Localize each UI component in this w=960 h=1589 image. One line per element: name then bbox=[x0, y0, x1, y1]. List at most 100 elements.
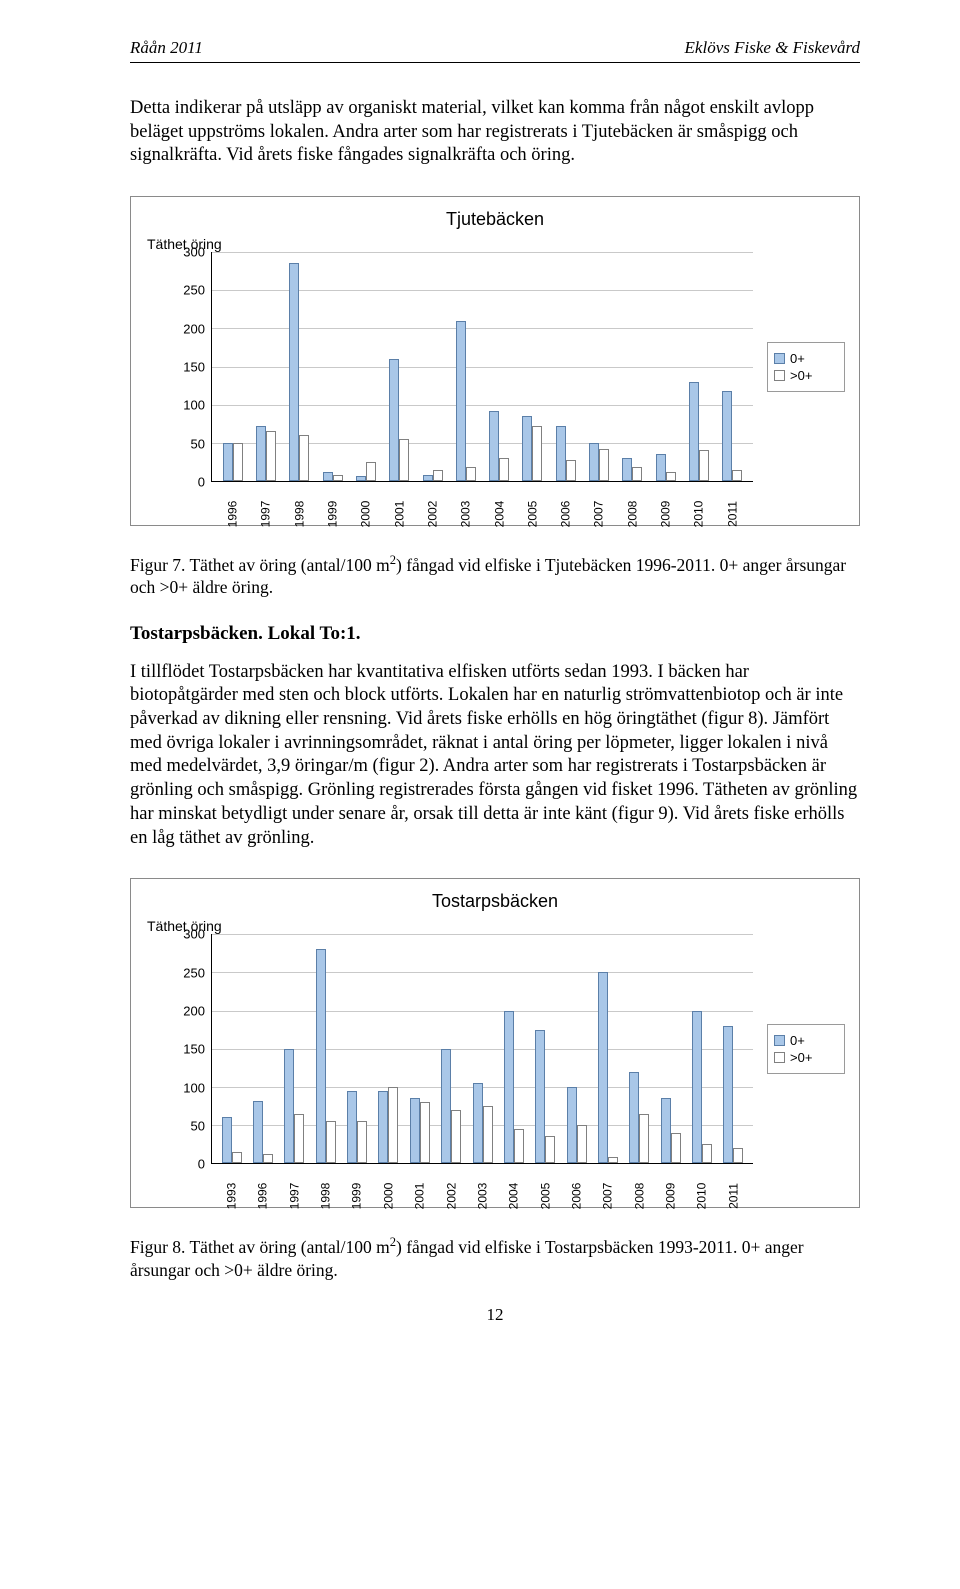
year-group bbox=[483, 252, 516, 481]
bar-gt0plus bbox=[420, 1102, 430, 1163]
bar-gt0plus bbox=[266, 431, 276, 481]
bar-0plus bbox=[222, 1117, 232, 1163]
bar-gt0plus bbox=[532, 426, 542, 481]
x-tick: 2004 bbox=[507, 1180, 521, 1211]
year-group bbox=[530, 934, 561, 1163]
bar-gt0plus bbox=[499, 458, 509, 481]
bar-gt0plus bbox=[357, 1121, 367, 1163]
legend-label-0plus: 0+ bbox=[790, 351, 805, 366]
y-tick: 100 bbox=[183, 1080, 205, 1095]
year-group bbox=[247, 934, 278, 1163]
bar-gt0plus bbox=[599, 449, 609, 481]
bar-gt0plus bbox=[299, 435, 309, 481]
header-left: Råån 2011 bbox=[130, 38, 203, 58]
y-tick: 300 bbox=[183, 927, 205, 942]
year-group bbox=[310, 934, 341, 1163]
x-tick: 1996 bbox=[256, 1180, 270, 1211]
x-tick: 1998 bbox=[292, 497, 306, 530]
x-tick: 2005 bbox=[525, 497, 539, 530]
year-group bbox=[279, 934, 310, 1163]
year-group bbox=[498, 934, 529, 1163]
year-group bbox=[649, 252, 682, 481]
x-tick: 1999 bbox=[350, 1180, 364, 1211]
y-tick: 200 bbox=[183, 321, 205, 336]
x-tick: 2004 bbox=[492, 497, 506, 530]
bar-gt0plus bbox=[466, 467, 476, 481]
figure8-caption: Figur 8. Täthet av öring (antal/100 m2) … bbox=[130, 1236, 860, 1281]
year-group bbox=[624, 934, 655, 1163]
legend-label-gt0: >0+ bbox=[790, 368, 812, 383]
bar-0plus bbox=[656, 454, 666, 481]
bar-gt0plus bbox=[702, 1144, 712, 1163]
x-tick: 2000 bbox=[359, 497, 373, 530]
y-tick: 0 bbox=[198, 1157, 205, 1172]
x-tick: 2001 bbox=[392, 497, 406, 530]
year-group bbox=[349, 252, 382, 481]
year-group bbox=[592, 934, 623, 1163]
year-group bbox=[655, 934, 686, 1163]
x-tick: 1996 bbox=[226, 497, 240, 530]
x-tick: 1999 bbox=[326, 497, 340, 530]
page-number: 12 bbox=[130, 1305, 860, 1325]
y-tick: 100 bbox=[183, 398, 205, 413]
year-group bbox=[316, 252, 349, 481]
year-group bbox=[341, 934, 372, 1163]
bar-gt0plus bbox=[388, 1087, 398, 1163]
x-tick: 1997 bbox=[287, 1180, 301, 1211]
chart1-plot: 1996199719981999200020012002200320042005… bbox=[211, 252, 753, 482]
bar-gt0plus bbox=[294, 1114, 304, 1164]
chart2-legend: 0+ >0+ bbox=[767, 1024, 845, 1074]
y-tick: 150 bbox=[183, 360, 205, 375]
year-group bbox=[616, 252, 649, 481]
bar-0plus bbox=[289, 263, 299, 481]
x-tick: 2009 bbox=[659, 497, 673, 530]
x-tick: 2006 bbox=[559, 497, 573, 530]
chart1-title: Tjutebäcken bbox=[145, 209, 845, 230]
bar-0plus bbox=[522, 416, 532, 481]
x-tick: 2001 bbox=[413, 1180, 427, 1211]
bar-0plus bbox=[316, 949, 326, 1163]
bar-0plus bbox=[692, 1011, 702, 1164]
chart2-title: Tostarpsbäcken bbox=[145, 891, 845, 912]
x-tick: 2009 bbox=[664, 1180, 678, 1211]
bar-0plus bbox=[598, 972, 608, 1163]
year-group bbox=[373, 934, 404, 1163]
bar-0plus bbox=[489, 411, 499, 481]
bar-0plus bbox=[567, 1087, 577, 1163]
bar-gt0plus bbox=[699, 450, 709, 481]
bar-0plus bbox=[622, 458, 632, 481]
year-group bbox=[416, 252, 449, 481]
x-tick: 1997 bbox=[259, 497, 273, 530]
year-group bbox=[383, 252, 416, 481]
bar-0plus bbox=[256, 426, 266, 481]
bar-gt0plus bbox=[671, 1133, 681, 1164]
bar-0plus bbox=[347, 1091, 357, 1164]
y-tick: 250 bbox=[183, 965, 205, 980]
y-tick: 150 bbox=[183, 1042, 205, 1057]
year-group bbox=[561, 934, 592, 1163]
y-tick: 0 bbox=[198, 475, 205, 490]
bar-gt0plus bbox=[639, 1114, 649, 1164]
bar-gt0plus bbox=[399, 439, 409, 481]
year-group bbox=[716, 252, 749, 481]
x-tick: 2003 bbox=[459, 497, 473, 530]
year-group bbox=[467, 934, 498, 1163]
legend2-label-gt0: >0+ bbox=[790, 1050, 812, 1065]
year-group bbox=[436, 934, 467, 1163]
body-paragraph: I tillflödet Tostarpsbäcken har kvantita… bbox=[130, 661, 860, 850]
year-group bbox=[216, 934, 247, 1163]
y-tick: 50 bbox=[191, 436, 205, 451]
bar-0plus bbox=[223, 443, 233, 481]
bar-0plus bbox=[629, 1072, 639, 1164]
x-tick: 2007 bbox=[592, 497, 606, 530]
bar-0plus bbox=[378, 1091, 388, 1164]
chart2-plot: 1993199619971998199920002001200220032004… bbox=[211, 934, 753, 1164]
bar-gt0plus bbox=[233, 443, 243, 481]
caption2-pre: Figur 8. Täthet av öring (antal/100 m bbox=[130, 1237, 390, 1257]
bar-gt0plus bbox=[366, 462, 376, 481]
chart-tjutebacken: Tjutebäcken Täthet öring 050100150200250… bbox=[130, 196, 860, 526]
bar-gt0plus bbox=[451, 1110, 461, 1163]
x-tick: 2010 bbox=[692, 497, 706, 530]
x-tick: 2008 bbox=[632, 1180, 646, 1211]
x-tick: 2011 bbox=[725, 497, 739, 530]
